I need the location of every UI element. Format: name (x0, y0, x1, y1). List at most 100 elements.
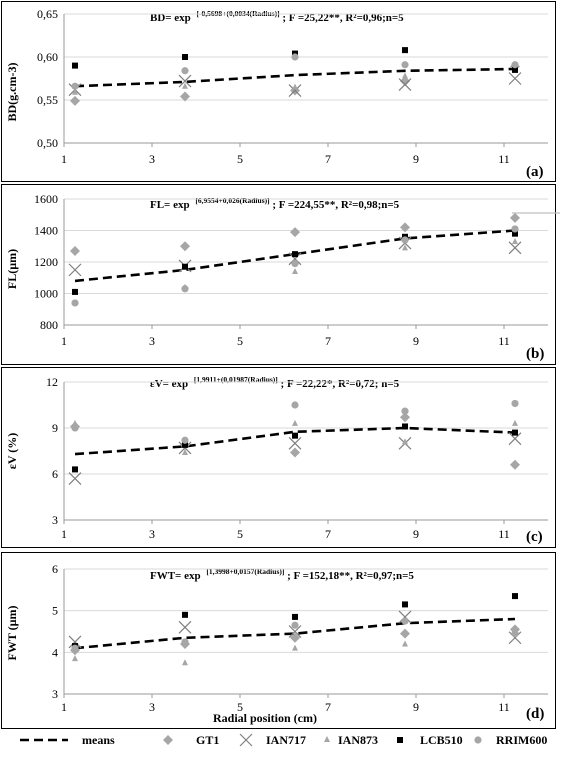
panel-b-plot: 800 1000 1200 1400 1600 1 3 5 7 9 11 (34, 192, 548, 348)
panel-a-gt1-point (70, 95, 80, 106)
panel-d-gt1-point (290, 632, 300, 643)
panel-d-y-tick-label: 6 (52, 562, 58, 576)
panel-c-x-tick-label: 1 (61, 527, 67, 541)
panel-c-lcb510-point (402, 423, 408, 430)
panel-b-x-tick-label: 3 (149, 334, 155, 348)
panel-a-lcb510-point (402, 47, 408, 54)
panel-a-rrim600-point (181, 67, 189, 75)
panel-d-y-tick-label: 5 (52, 604, 58, 618)
panel-c-gt1-point (510, 459, 520, 470)
panel-d-x-tick-label: 1 (61, 700, 67, 714)
panel-b-x-tick-label: 11 (498, 334, 510, 348)
panel-c-ian717-point (508, 432, 522, 446)
panel-d-lcb510-point (402, 601, 408, 608)
x-axis-title: Radial position (cm) (213, 711, 317, 725)
panel-a-y-axis-label: BD(g.cm-3) (5, 63, 19, 122)
legend-ian717-marker (239, 733, 253, 747)
panel-d-x-tick-label: 5 (237, 700, 243, 714)
panel-b-lcb510-point (182, 263, 188, 270)
panel-a-ian717-point (288, 84, 302, 97)
panel-d-lcb510-point (512, 593, 518, 600)
panel-d-ian717-point (178, 620, 192, 634)
panel-b-means-line (74, 229, 516, 283)
panel-a-frame (1, 1, 556, 182)
panel-c-rrim600-point (401, 407, 409, 415)
panel-a-y-tick-label: 0,65 (37, 7, 58, 21)
panel-d-ian717-point (288, 625, 302, 638)
panel-b-gt1-point (400, 222, 410, 233)
panel-c-x-tick-label: 11 (498, 527, 510, 541)
panel-a-rrim600-point (511, 61, 519, 69)
panel-c-rrim600-point (511, 399, 519, 408)
panel-b-label: (b) (526, 346, 544, 362)
panel-b-gt1-point (510, 212, 520, 223)
panel-c-lcb510-point (512, 429, 518, 436)
panel-d-gt1-point (400, 628, 410, 639)
plot-area: 0,500,550,600,651 3 5 7 9 1180010001200140016… (34, 7, 560, 714)
panel-b-lcb510-point (292, 251, 298, 258)
panel-b-gt1-point (290, 227, 300, 238)
panel-a-plot: 0,50 0,55 0,60 0,65 1 3 5 7 9 11 (37, 7, 548, 166)
panel-a-y-tick-label: 0,55 (37, 93, 58, 107)
panel-b-y-axis-label: FL(µm) (5, 249, 19, 289)
panel-c-y-tick-label: 3 (52, 513, 58, 527)
panel-a-ian717-point (398, 78, 412, 91)
panel-d-x-tick-label: 3 (149, 700, 155, 714)
panel-d-x-tick-label: 9 (413, 700, 419, 714)
panel-c-y-tick-label: 12 (46, 375, 58, 389)
panel-d-y-tick-label: 3 (52, 687, 58, 701)
panel-a-gt1-point (180, 91, 190, 102)
panel-b-y-tick-label: 800 (40, 318, 58, 332)
panel-c-ian873-point (402, 438, 408, 445)
panel-b-rrim600-point (181, 285, 189, 293)
panel-b-gt1-point (180, 241, 190, 252)
panel-d-ian873-point (292, 644, 298, 651)
panel-a-x-tick-label: 7 (325, 152, 331, 166)
legend-lcb510-label: LCB510 (420, 733, 463, 747)
panel-b-ian717-point (508, 241, 522, 255)
panel-d-ian873-point (402, 640, 408, 647)
panel-d-lcb510-point (182, 611, 188, 618)
panel-c-ian873-point (182, 449, 188, 456)
panel-c-x-tick-label: 7 (325, 527, 331, 541)
panel-a-ian717-point (178, 74, 192, 88)
panel-b-ian717-point (288, 252, 302, 266)
panel-d-ian873-point (72, 655, 78, 662)
panel-a-x-tick-label: 1 (61, 152, 67, 166)
panel-d-ian717-point (508, 631, 522, 645)
panel-b-y-tick-label: 1200 (34, 255, 58, 269)
panel-a-lcb510-point (512, 66, 518, 73)
panel-c-rrim600-point (181, 436, 189, 444)
legend-gt1-marker (163, 735, 173, 745)
panel-d-rrim600-point (71, 644, 79, 652)
panel-c-gt1-point (290, 447, 300, 458)
panel-c-equation: εV= exp [1,9911+(0,01987(Radius)] ; F =2… (150, 373, 400, 390)
panel-d-equation: FWT= exp [1,3998+0,0157(Radius)] ; F =15… (150, 565, 414, 582)
panel-a-x-tick-label: 3 (149, 152, 155, 166)
panel-d-ian873-point (182, 659, 188, 666)
panel-d-ian717-point (68, 635, 82, 649)
panel-b-x-tick-label: 9 (413, 334, 419, 348)
panel-b-rrim600-point (71, 299, 79, 307)
panel-b-ian717-point (68, 263, 82, 277)
panel-d-y-tick-label: 4 (52, 645, 58, 659)
panel-a-label: (a) (526, 164, 544, 180)
panel-b-x-tick-label: 5 (237, 334, 243, 348)
legend-means-label: means (82, 733, 115, 747)
panel-c-rrim600-point (291, 401, 299, 409)
panel-b-rrim600-point (401, 236, 409, 244)
panel-a-x-tick-label: 11 (498, 152, 510, 166)
panel-b-y-tick-label: 1600 (34, 192, 58, 206)
panel-d-rrim600-point (401, 617, 409, 625)
panel-c-rrim600-point (71, 424, 79, 432)
panel-c-y-axis-label: εV (%) (5, 433, 19, 470)
panel-c-ian873-point (292, 419, 298, 426)
panel-a-rrim600-point (71, 82, 79, 90)
panel-a-ian873-point (292, 83, 298, 90)
legend-rrim600-marker (474, 736, 482, 744)
panel-d-means-line (74, 617, 516, 650)
panel-b-ian873-point (292, 267, 298, 274)
panel-b-rrim600-point (291, 259, 299, 268)
